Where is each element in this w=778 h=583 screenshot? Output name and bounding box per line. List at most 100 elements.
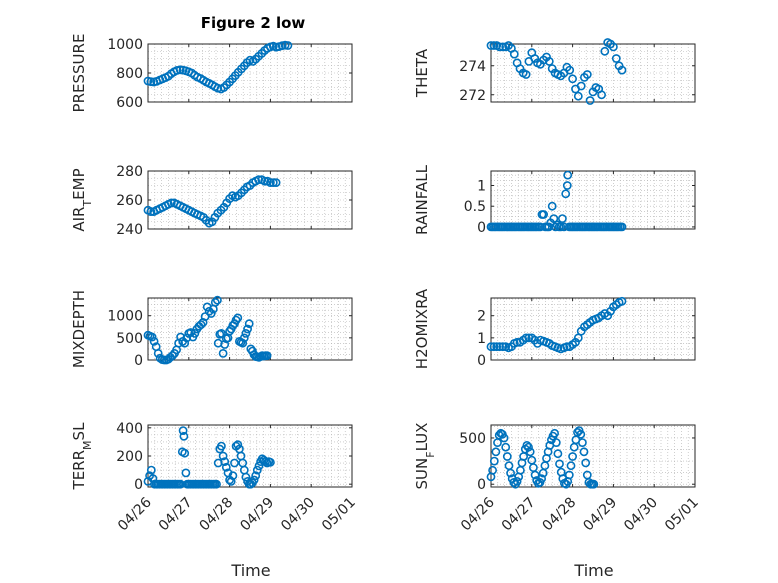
data-point xyxy=(609,42,618,52)
data-point xyxy=(597,90,606,100)
data-point xyxy=(501,442,511,452)
data-point xyxy=(181,468,191,478)
data-point xyxy=(254,461,264,471)
y-tick-label: 0 xyxy=(134,477,143,493)
axes-box-6 xyxy=(490,297,696,361)
data-point xyxy=(179,431,189,441)
y-tick-label: 0 xyxy=(477,220,486,236)
data-point xyxy=(530,470,540,480)
y-tick-label: 2 xyxy=(477,309,486,325)
data-point xyxy=(561,189,571,199)
data-point xyxy=(206,309,216,318)
data-point xyxy=(569,442,579,452)
y-tick-label: 500 xyxy=(459,431,486,447)
data-point xyxy=(492,342,502,352)
x-axis-label-right: Time xyxy=(573,561,613,580)
data-point xyxy=(565,65,575,75)
y-tick-label: 240 xyxy=(116,222,143,238)
subplot-6: 0 1 2 H2OMIXRA xyxy=(413,288,696,369)
y-tick-label: 1000 xyxy=(107,37,143,53)
data-point xyxy=(271,178,281,187)
data-point xyxy=(216,441,226,451)
data-point xyxy=(262,351,272,360)
figure-title: Figure 2 low xyxy=(201,14,306,32)
x-tick-label: 04/26 xyxy=(115,494,155,534)
data-point xyxy=(539,210,548,219)
data-point xyxy=(261,457,270,466)
data-point xyxy=(581,458,591,468)
y-tick-label: 1 xyxy=(477,179,486,195)
data-point xyxy=(502,452,512,461)
y-tick-label: 272 xyxy=(459,88,486,104)
data-point xyxy=(568,452,577,461)
data-point xyxy=(582,70,592,79)
data-point xyxy=(562,181,572,190)
y-tick-label: 0 xyxy=(477,477,486,493)
data-point xyxy=(180,448,190,458)
y-axis-label-1: PRESSURE xyxy=(70,34,88,113)
data-point xyxy=(568,74,577,84)
data-point xyxy=(210,297,220,307)
y-axis-label-3: AIRTEMP xyxy=(70,168,94,231)
x-tick-label: 04/30 xyxy=(621,495,661,535)
data-point xyxy=(265,457,275,467)
axes-box-5 xyxy=(147,297,353,361)
y-tick-label: 280 xyxy=(116,164,143,180)
data-point xyxy=(556,222,566,232)
data-point xyxy=(268,178,278,187)
data-point xyxy=(218,451,228,461)
data-point xyxy=(566,461,576,471)
data-point xyxy=(241,328,251,338)
x-tick-label: 04/27 xyxy=(156,495,196,535)
data-point xyxy=(553,449,563,459)
data-point xyxy=(146,207,156,216)
y-tick-label: 0.5 xyxy=(464,199,486,215)
y-tick-label: 200 xyxy=(116,449,143,465)
data-point xyxy=(527,455,537,465)
x-tick-label: 04/28 xyxy=(197,495,237,535)
data-point xyxy=(617,65,627,75)
data-point xyxy=(489,456,499,466)
data-point xyxy=(239,333,249,343)
data-point xyxy=(537,474,546,484)
y-tick-label: 274 xyxy=(459,59,486,75)
data-point xyxy=(551,222,560,232)
data-point xyxy=(221,462,231,472)
data-point xyxy=(547,201,557,211)
data-point xyxy=(231,315,241,325)
data-point xyxy=(233,313,243,323)
y-axis-label-4: RAINFALL xyxy=(413,164,431,235)
data-point xyxy=(216,328,226,338)
y-tick-label: 260 xyxy=(116,193,143,209)
data-point xyxy=(488,465,497,475)
subplot-2: 272 274 THETA xyxy=(413,38,696,105)
subplot-4: 0 0.5 1 RAINFALL xyxy=(413,164,696,236)
data-point xyxy=(230,458,239,468)
data-point xyxy=(486,342,496,352)
data-point xyxy=(260,176,270,186)
data-point xyxy=(495,42,504,52)
x-tick-label: 04/30 xyxy=(278,495,318,535)
data-point xyxy=(498,342,508,352)
x-tick-label: 04/29 xyxy=(237,495,277,535)
data-point xyxy=(283,41,293,50)
data-point xyxy=(499,433,509,443)
data-point xyxy=(589,479,599,489)
data-point xyxy=(249,475,259,485)
data-point xyxy=(544,57,554,66)
data-point xyxy=(149,336,159,346)
data-point xyxy=(573,91,583,101)
y-tick-label: 400 xyxy=(116,421,143,437)
data-point xyxy=(146,465,156,475)
axes-box-4 xyxy=(490,170,696,230)
data-point xyxy=(226,476,236,486)
data-point xyxy=(611,54,621,63)
data-point xyxy=(558,214,567,223)
subplot-7: 0 200 400 04/26 04/27 04/28 04/29 04/30 05/01 TER… xyxy=(70,421,359,535)
data-point xyxy=(147,332,157,342)
data-point xyxy=(486,41,496,50)
data-point xyxy=(504,461,514,471)
data-point xyxy=(512,476,522,486)
data-point xyxy=(220,340,230,349)
y-axis-label-5: MIXDEPTH xyxy=(70,290,88,368)
